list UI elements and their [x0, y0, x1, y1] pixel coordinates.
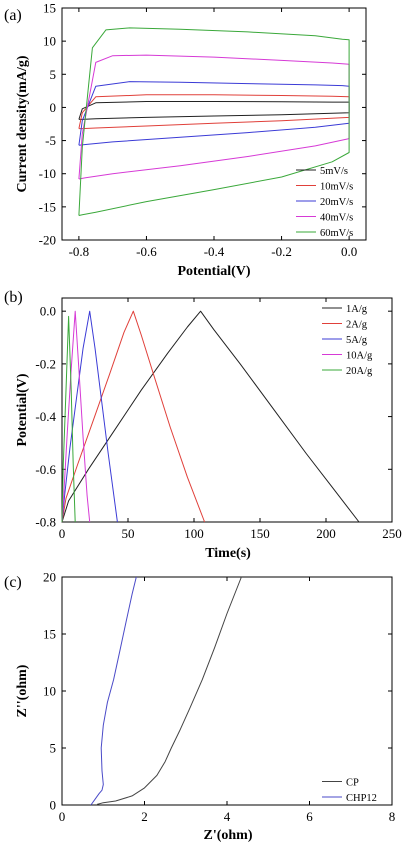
y-tick-label: -10 [39, 166, 56, 181]
y-tick-label: 0 [50, 100, 57, 115]
y-tick-label: -5 [45, 133, 56, 148]
plot-frame [61, 576, 393, 806]
legend-label: 40mV/s [320, 212, 353, 223]
x-tick-label: 4 [224, 809, 231, 824]
legend-label: 2A/g [346, 319, 368, 330]
x-tick-label: -0.2 [271, 244, 292, 259]
x-tick-label: -0.8 [69, 244, 90, 259]
legend-label: 5A/g [346, 335, 368, 346]
y-tick-label: 5 [50, 741, 57, 756]
y-tick-label: -20 [39, 233, 56, 248]
y-tick-label: 15 [43, 627, 56, 642]
chart-panel-a: -0.8 -0.6 -0.4 -0.2 0.0 -20 -15 -10 -5 0 5 10 15 5mV/… [4, 1, 367, 279]
legend-label: 5mV/s [320, 166, 348, 177]
legend-label: 10A/g [346, 350, 373, 361]
y-tick-label: -0.6 [35, 462, 56, 477]
plot-frame [61, 297, 393, 523]
legend-label: CP [346, 777, 359, 788]
x-tick-label: 150 [250, 526, 270, 541]
legend-label: CHP12 [346, 793, 377, 804]
y-axis-label: Potential(V) [15, 373, 30, 446]
y-tick-label: -0.8 [35, 515, 56, 530]
x-tick-label: 0.0 [341, 244, 357, 259]
panel-label: (b) [4, 289, 23, 306]
series-line-10mv-s [78, 94, 350, 130]
x-tick-label: 100 [184, 526, 204, 541]
y-tick-label: -0.2 [35, 356, 56, 371]
y-axis-label: Z''(ohm) [15, 664, 30, 717]
x-axis-label: Z'(ohm) [204, 828, 253, 843]
series-line-cp [96, 576, 242, 805]
series-line-60mv-s [78, 27, 350, 216]
series-line-40mv-s [78, 54, 350, 180]
legend-label: 20A/g [346, 366, 373, 377]
x-tick-label: 0 [59, 526, 66, 541]
y-tick-label: 20 [43, 570, 56, 585]
x-tick-label: 0 [59, 809, 66, 824]
panel-label: (c) [4, 574, 22, 591]
x-tick-label: 8 [389, 809, 396, 824]
series-line-2a-g [61, 310, 206, 523]
y-tick-label: 0 [50, 798, 57, 813]
legend-label: 60mV/s [320, 228, 353, 239]
y-tick-label: 0.0 [40, 304, 56, 319]
y-tick-label: 10 [43, 34, 56, 49]
legend-label: 1A/g [346, 304, 368, 315]
x-tick-label: 2 [141, 809, 148, 824]
y-tick-label: -15 [39, 199, 56, 214]
legend-label: 10mV/s [320, 181, 353, 192]
x-tick-label: 250 [382, 526, 402, 541]
series-line-10a-g [61, 310, 91, 523]
x-tick-label: 6 [306, 809, 313, 824]
series-line-5a-g [61, 310, 118, 523]
series-line-1a-g [61, 310, 360, 523]
chart-panel-c: 0 2 4 6 8 0 5 10 15 20 CP CHP12 (c) Z'(ohm) Z''(ohm) [4, 570, 395, 844]
legend-label: 20mV/s [320, 197, 353, 208]
series-line-chp12 [90, 576, 137, 806]
x-axis-label: Potential(V) [177, 264, 250, 279]
y-tick-label: 5 [50, 67, 57, 82]
series-line-20mv-s [78, 81, 350, 146]
series-line-20a-g [61, 315, 76, 523]
x-tick-label: -0.4 [204, 244, 225, 259]
y-tick-label: 15 [43, 1, 56, 16]
series-line-5mv-s [78, 101, 350, 120]
x-tick-label: 50 [122, 526, 135, 541]
panel-label: (a) [4, 7, 22, 24]
x-tick-label: -0.6 [136, 244, 157, 259]
x-tick-label: 200 [316, 526, 336, 541]
y-tick-label: 10 [43, 684, 56, 699]
chart-panel-b: 0 50 100 150 200 250 -0.8 -0.6 -0.4 -0.2 0.0 1A/g 2A… [4, 289, 402, 561]
y-tick-label: -0.4 [35, 409, 56, 424]
x-axis-label: Time(s) [205, 546, 251, 561]
y-axis-label: Current density(mA/g) [15, 55, 30, 192]
